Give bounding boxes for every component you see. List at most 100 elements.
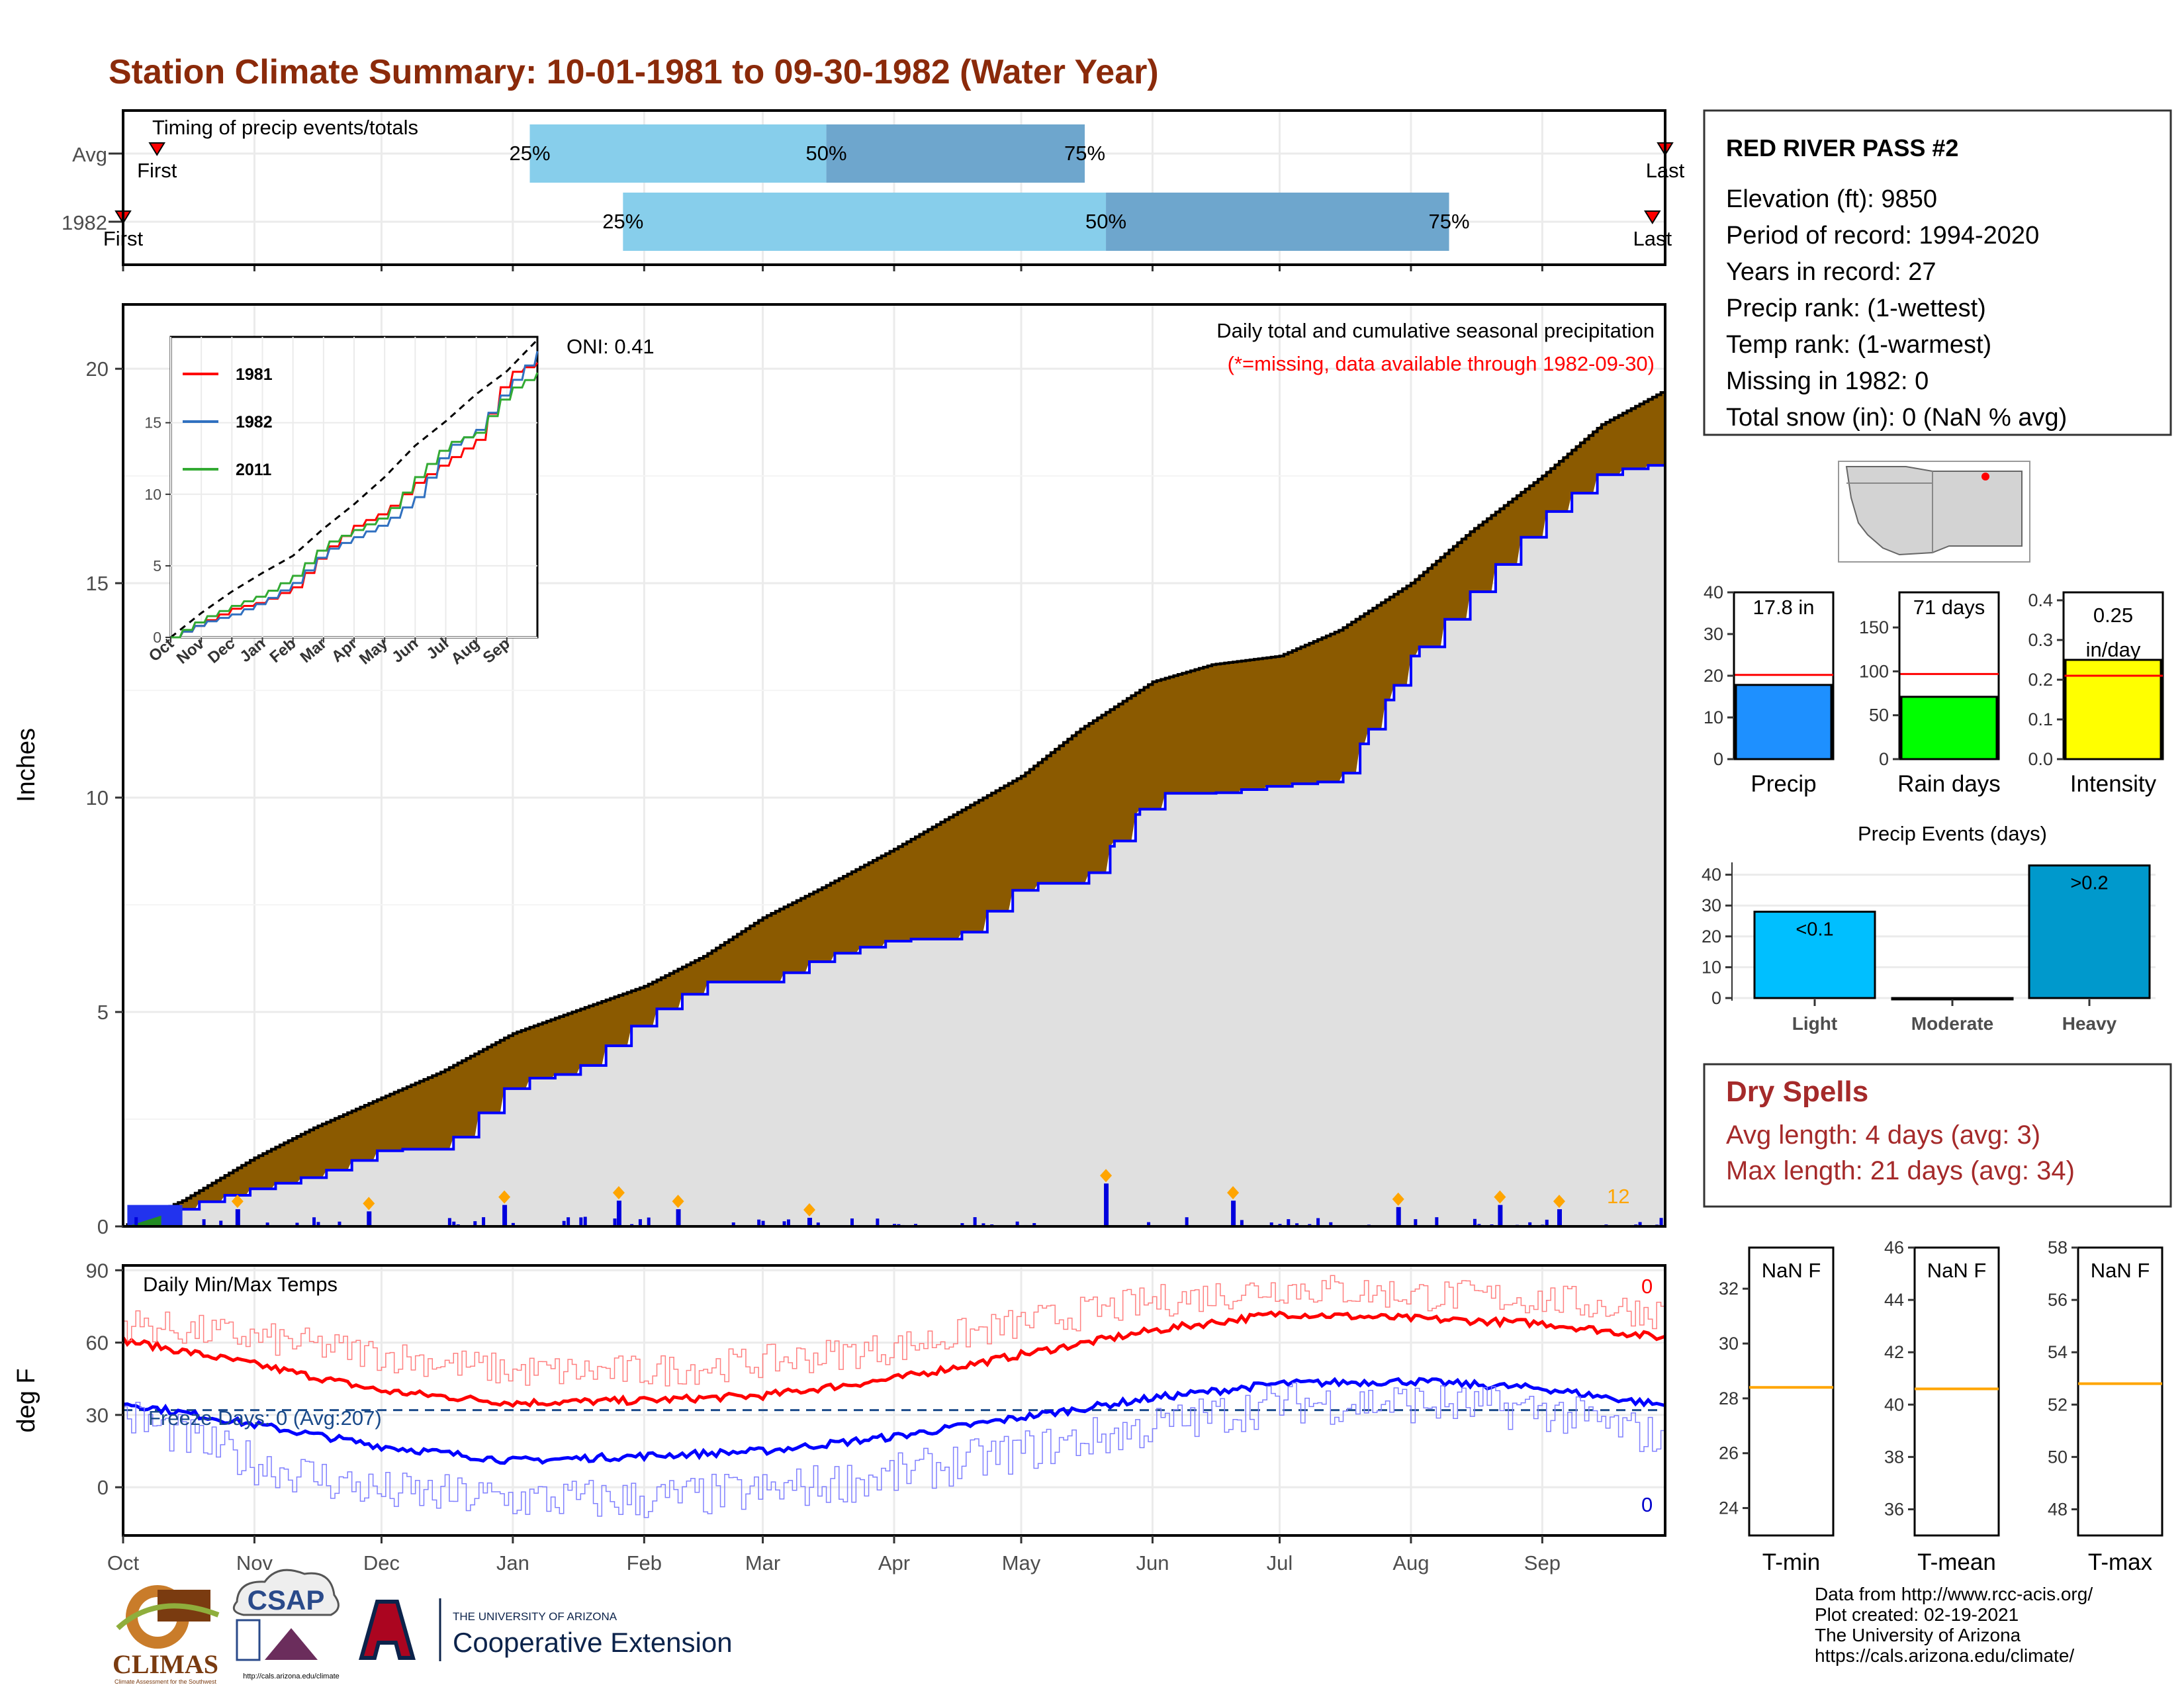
- daily-precip-bar: [1329, 1222, 1333, 1226]
- summary-bar-tick-label: 30: [1704, 624, 1723, 644]
- temp-y-tick-label: 0: [97, 1476, 109, 1499]
- daily-precip-bar-large: [1557, 1209, 1562, 1226]
- precip-y-tick-label: 10: [86, 786, 109, 809]
- temp-max-count: 0: [1641, 1275, 1653, 1298]
- daily-precip-bar-large: [502, 1205, 508, 1226]
- inset-line-1981: [171, 362, 539, 639]
- footer-line: The University of Arizona: [1815, 1625, 2021, 1645]
- precip-panel: 0 5 10 15 20 Inches Daily total and cumulati…: [13, 303, 1666, 1238]
- csap-logo-text: CSAP: [248, 1584, 325, 1616]
- station-info-line: Missing in 1982: 0: [1726, 367, 1929, 395]
- ua-logo-top: THE UNIVERSITY OF ARIZONA: [453, 1610, 617, 1623]
- dry-spells-max: Max length: 21 days (avg: 34): [1726, 1156, 2075, 1185]
- daily-precip-bar: [850, 1218, 854, 1226]
- heavy-event-marker: [498, 1190, 511, 1204]
- events-x-axis: Light Moderate Heavy: [1792, 999, 2117, 1034]
- summary-bar-name: Precip: [1751, 771, 1816, 797]
- event-count-label: 12: [1607, 1185, 1629, 1208]
- month-tick-label: Oct: [107, 1551, 140, 1575]
- daily-precip-bar: [1185, 1217, 1189, 1226]
- climas-logo-subtitle: Climate Assessment for the Southwest: [114, 1678, 217, 1685]
- daily-precip-bar: [960, 1223, 964, 1226]
- logos: CLIMAS Climate Assessment for the Southw…: [113, 1569, 733, 1685]
- daily-precip-bar: [338, 1221, 341, 1226]
- heavy-event-marker: [1227, 1186, 1240, 1200]
- summary-bars: 0 10 20 30 40 17.8 in Precip 0 50 100 150 71 days Ra…: [1704, 582, 2164, 797]
- summary-bar-tick-label: 100: [1859, 661, 1889, 681]
- temp-lines: [121, 1275, 1666, 1518]
- inset-y-tick-label: 10: [144, 486, 161, 503]
- daily-precip-bar: [1240, 1220, 1244, 1226]
- daily-precip-bar-large: [616, 1201, 621, 1226]
- station-info-lines: Elevation (ft): 9850 Period of record: 19…: [1726, 185, 2067, 432]
- daily-precip-bar-large: [367, 1211, 372, 1226]
- temp-box-frame: [1748, 1246, 1835, 1537]
- timing-panel-title: Timing of precip events/totals: [152, 116, 418, 139]
- climas-logo-text: CLIMAS: [113, 1649, 218, 1679]
- events-y-axis: 0 10 20 30 40: [1702, 862, 1733, 1008]
- month-axis: Oct Nov Dec Jan Feb Mar Apr May Jun Jul Aug Sep: [107, 1535, 1561, 1575]
- footer-line: Data from http://www.rcc-acis.org/: [1815, 1584, 2093, 1604]
- daily-precip-bar: [1545, 1219, 1549, 1226]
- temp-line-daily-min: [123, 1382, 1666, 1518]
- daily-precip-bar: [647, 1217, 651, 1226]
- month-tick-label: Jan: [496, 1551, 529, 1575]
- precip-note-missing: (*=missing, data available through 1982-…: [1228, 352, 1655, 375]
- temp-box-tick-label: 46: [1884, 1238, 1904, 1257]
- daily-precip-bar: [761, 1220, 765, 1226]
- events-y-tick-label: 40: [1702, 865, 1721, 885]
- temp-panel: 0 30 60 90 deg F Daily Min/Max Temps Freeze…: [13, 1259, 1666, 1537]
- temp-box-value-label: NaN F: [1927, 1259, 1987, 1282]
- summary-bar-tick-label: 50: [1869, 706, 1889, 725]
- events-x-tick-label: Light: [1792, 1013, 1837, 1034]
- daily-precip-bar: [638, 1219, 642, 1226]
- daily-precip-bar-large: [807, 1218, 812, 1226]
- dry-spells-box: Dry Spells Avg length: 4 days (avg: 3) M…: [1703, 1063, 2172, 1208]
- inset-line-2011: [171, 372, 539, 639]
- daily-precip-bar: [1435, 1217, 1439, 1226]
- timing-bar-q50-q75: [826, 124, 1085, 183]
- daily-precip-bar: [1015, 1221, 1019, 1226]
- temp-y-axis: 0 30 60 90: [86, 1259, 123, 1499]
- month-tick-label: Nov: [236, 1551, 273, 1575]
- events-y-tick-label: 20: [1702, 927, 1721, 946]
- early-green-marker: [127, 1215, 161, 1226]
- station-info-line: Precip rank: (1-wettest): [1726, 295, 1986, 322]
- precip-events-title: Precip Events (days): [1858, 822, 2047, 845]
- daily-precip-bar: [1269, 1222, 1273, 1226]
- dry-spells-avg: Avg length: 4 days (avg: 3): [1726, 1120, 2040, 1150]
- daily-precip-bar: [1473, 1218, 1477, 1226]
- daily-precip-bar: [1295, 1223, 1299, 1226]
- average-cumulative-line: [123, 390, 1666, 1228]
- summary-bar-value-unit: in/day: [2086, 638, 2141, 661]
- temp-y-label: deg F: [13, 1368, 40, 1432]
- events-y-tick-label: 30: [1702, 895, 1721, 915]
- heavy-event-marker: [363, 1197, 375, 1211]
- temp-box-frame: [2077, 1246, 2163, 1537]
- month-tick-label: Aug: [1392, 1551, 1429, 1575]
- temp-box-tick-label: 44: [1884, 1290, 1904, 1310]
- location-map: [1838, 461, 2030, 563]
- daily-precip-bar: [583, 1216, 587, 1226]
- daily-precip-bar-large: [1231, 1201, 1236, 1226]
- inset-legend-label: 1982: [236, 413, 273, 432]
- month-tick-label: Feb: [627, 1551, 662, 1575]
- temp-summary-boxes: 24 26 28 30 32 NaN F T-min 36 38 40 42 44 46 NaN F T-m…: [1719, 1238, 2163, 1575]
- temp-box-tick-label: 48: [2048, 1499, 2068, 1519]
- temp-box-tick-label: 36: [1884, 1499, 1904, 1519]
- daily-precip-bar: [316, 1222, 320, 1226]
- temp-box-tick-label: 24: [1719, 1498, 1739, 1518]
- daily-precip-bar: [511, 1222, 515, 1226]
- temp-box-name: T-min: [1762, 1549, 1821, 1575]
- timing-row-label-avg: Avg: [72, 143, 107, 166]
- temp-box-tick-label: 54: [2048, 1342, 2068, 1362]
- timing-bar-q50-q75: [1106, 193, 1449, 251]
- summary-bar-tick-label: 0.0: [2028, 749, 2053, 769]
- summary-bar-value-label: 17.8 in: [1752, 596, 1814, 619]
- inset-legend-label: 1981: [236, 365, 273, 384]
- daily-precip-bar: [447, 1218, 451, 1226]
- daily-precip-bar: [202, 1219, 206, 1226]
